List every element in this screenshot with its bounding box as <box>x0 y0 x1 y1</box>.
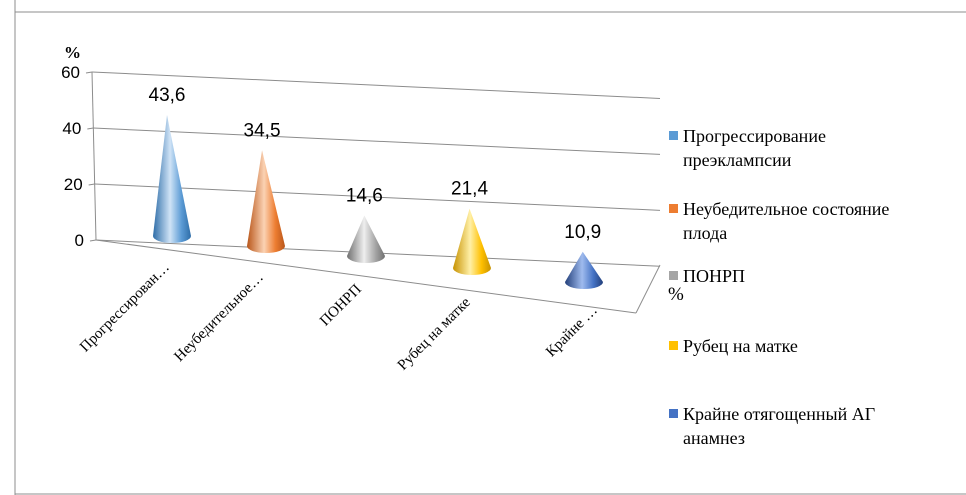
data-label-2: 14,6 <box>346 185 383 206</box>
legend-swatch-1 <box>669 204 678 213</box>
category-labels: Прогрессирован…Неубедительное… ПОНРП Рубец… <box>77 260 601 374</box>
cone-4 <box>565 251 603 289</box>
y-tick-label: 40 <box>62 119 81 138</box>
category-label-4: Крайне … <box>543 303 601 361</box>
cone-1 <box>247 150 285 253</box>
data-label-3: 21,4 <box>451 179 488 200</box>
data-label-1: 34,5 <box>244 120 281 141</box>
cone-2 <box>347 215 385 263</box>
category-label-0: Прогрессирован… <box>77 260 173 356</box>
floor-right-edge <box>635 264 661 314</box>
legend-swatch-3 <box>669 341 678 350</box>
legend-entry-1: Неубедительное состояние <box>683 199 889 219</box>
y-tick-label: 20 <box>64 175 83 194</box>
y-tick-labels: 0 20 40 60 <box>61 63 84 250</box>
data-label-4: 10,9 <box>564 222 601 243</box>
y-axis-unit: % <box>64 43 81 62</box>
y-tick-mark <box>87 127 94 130</box>
legend-entry-1: плода <box>683 223 727 243</box>
cones <box>153 115 603 289</box>
y-tick-mark <box>85 71 93 74</box>
depth-axis-unit: % <box>668 284 684 305</box>
legend: Прогрессирование преэклампсии Неубедительн… <box>669 126 889 448</box>
legend-swatch-2 <box>669 271 678 280</box>
legend-entry-4: анамнез <box>683 428 745 448</box>
gridline <box>93 127 661 155</box>
floor-front-edge <box>95 239 637 314</box>
data-label-0: 43,6 <box>149 85 186 106</box>
cone-3 <box>453 208 491 275</box>
gridline <box>94 183 661 211</box>
legend-entry-4: Крайне отягощенный АГ <box>683 404 875 424</box>
legend-entry-3: Рубец на матке <box>683 336 798 356</box>
legend-swatch-0 <box>669 131 678 140</box>
y-tick-mark <box>88 183 95 186</box>
legend-swatch-4 <box>669 409 678 418</box>
axes <box>85 71 661 314</box>
y-tick-mark <box>89 239 97 242</box>
category-label-1: Неубедительное… <box>171 270 266 365</box>
legend-entry-2: ПОНРП <box>683 266 745 286</box>
gridline <box>91 71 661 99</box>
cone-0 <box>153 115 191 243</box>
y-tick-label: 60 <box>61 63 80 82</box>
category-label-2: ПОНРП <box>317 281 365 329</box>
y-axis-line <box>91 71 97 241</box>
legend-entry-0: Прогрессирование <box>683 126 826 146</box>
legend-entry-0: преэклампсии <box>683 150 792 170</box>
category-label-3: Рубец на матке <box>395 294 474 373</box>
y-tick-label: 0 <box>75 231 84 250</box>
data-labels: 43,6 34,5 14,6 21,4 10,9 <box>149 85 602 243</box>
